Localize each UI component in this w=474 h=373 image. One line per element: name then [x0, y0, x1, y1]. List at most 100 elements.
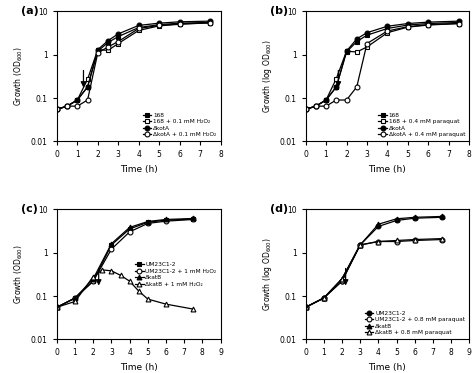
168 + 0.1 mM H₂O₂	[95, 47, 100, 52]
UM23C1-2 + 1 mM H₂O₂	[54, 305, 60, 310]
UM23C1-2 + 0.8 mM paraquat	[394, 239, 400, 244]
168	[323, 98, 329, 102]
ΔkotA + 0.4 mM paraquat	[364, 41, 370, 46]
168 + 0.4 mM paraquat	[426, 23, 431, 27]
Y-axis label: Growth (log OD$_{600}$): Growth (log OD$_{600}$)	[261, 39, 274, 113]
ΔkatB	[339, 276, 345, 281]
ΔkotA + 0.4 mM paraquat	[456, 21, 462, 26]
ΔkotA	[115, 32, 121, 36]
168	[303, 107, 309, 112]
UM23C1-2 + 1 mM H₂O₂	[145, 221, 151, 226]
UM23C1-2 + 1 mM H₂O₂	[191, 217, 196, 222]
168 + 0.4 mM paraquat	[313, 104, 319, 109]
ΔkatB	[54, 305, 60, 310]
168	[333, 85, 339, 89]
168	[426, 21, 431, 26]
168 + 0.1 mM H₂O₂	[177, 22, 182, 26]
Line: ΔkatB: ΔkatB	[55, 216, 196, 310]
168 + 0.4 mM paraquat	[344, 49, 349, 53]
ΔkatB	[394, 217, 400, 221]
ΔkatB	[303, 305, 309, 310]
168	[384, 26, 390, 31]
ΔkotA + 0.1 mM H₂O₂	[177, 22, 182, 26]
UM23C1-2	[412, 216, 418, 220]
ΔkotA	[85, 85, 91, 89]
UM23C1-2 + 1 mM H₂O₂	[91, 279, 96, 283]
ΔkotA	[333, 85, 339, 89]
ΔkotA + 0.1 mM H₂O₂	[64, 104, 70, 109]
168	[456, 20, 462, 25]
ΔkotA	[177, 19, 182, 24]
168 + 0.1 mM H₂O₂	[156, 23, 162, 28]
168 + 0.1 mM H₂O₂	[136, 28, 142, 33]
ΔkatB + 1 mM H₂O₂	[118, 273, 123, 278]
ΔkotA	[354, 37, 360, 41]
Text: (c): (c)	[21, 204, 38, 214]
ΔkatB + 0.8 mM paraquat	[412, 237, 418, 242]
168 + 0.4 mM paraquat	[303, 107, 309, 112]
168	[74, 98, 80, 102]
Line: UM23C1-2: UM23C1-2	[303, 215, 445, 310]
ΔkotA + 0.4 mM paraquat	[323, 104, 329, 109]
ΔkatB + 1 mM H₂O₂	[72, 299, 78, 304]
ΔkotA	[426, 20, 431, 24]
ΔkatB	[145, 219, 151, 224]
UM23C1-2	[339, 279, 345, 283]
Line: 168: 168	[303, 20, 462, 112]
168	[54, 107, 60, 112]
ΔkotA	[64, 104, 70, 109]
ΔkatB + 1 mM H₂O₂	[91, 275, 96, 279]
ΔkotA	[105, 38, 111, 43]
ΔkotA	[456, 19, 462, 23]
ΔkatB + 1 mM H₂O₂	[163, 302, 169, 306]
168	[364, 33, 370, 37]
ΔkatB + 0.8 mM paraquat	[394, 238, 400, 243]
ΔkatB	[91, 276, 96, 281]
UM23C1-2	[127, 227, 132, 231]
ΔkatB	[109, 241, 114, 246]
UM23C1-2	[109, 243, 114, 247]
Line: 168 + 0.4 mM paraquat: 168 + 0.4 mM paraquat	[303, 21, 462, 112]
ΔkotA + 0.4 mM paraquat	[354, 85, 360, 89]
ΔkotA + 0.1 mM H₂O₂	[136, 26, 142, 31]
Line: ΔkotA: ΔkotA	[55, 19, 213, 112]
Line: UM23C1-2 + 0.8 mM paraquat: UM23C1-2 + 0.8 mM paraquat	[303, 237, 445, 310]
ΔkotA + 0.4 mM paraquat	[333, 98, 339, 102]
ΔkatB	[191, 216, 196, 221]
168	[313, 104, 319, 109]
168 + 0.1 mM H₂O₂	[74, 98, 80, 102]
Line: UM23C1-2 + 1 mM H₂O₂: UM23C1-2 + 1 mM H₂O₂	[55, 217, 196, 310]
UM23C1-2 + 0.8 mM paraquat	[321, 296, 327, 300]
Line: ΔkotA + 0.1 mM H₂O₂: ΔkotA + 0.1 mM H₂O₂	[55, 21, 213, 112]
ΔkotA	[156, 21, 162, 25]
ΔkotA	[384, 24, 390, 28]
168 + 0.1 mM H₂O₂	[105, 48, 111, 53]
X-axis label: Time (h): Time (h)	[369, 363, 406, 372]
168 + 0.1 mM H₂O₂	[115, 41, 121, 46]
ΔkatB	[412, 215, 418, 220]
Line: ΔkotA + 0.4 mM paraquat: ΔkotA + 0.4 mM paraquat	[303, 21, 462, 112]
ΔkatB	[163, 217, 169, 222]
UM23C1-2 + 1 mM H₂O₂	[163, 219, 169, 223]
ΔkotA	[95, 47, 100, 52]
168	[95, 49, 100, 53]
168 + 0.4 mM paraquat	[384, 31, 390, 35]
ΔkotA + 0.1 mM H₂O₂	[74, 104, 80, 109]
Y-axis label: Growth (log OD$_{600}$): Growth (log OD$_{600}$)	[261, 237, 274, 311]
Text: (b): (b)	[270, 6, 288, 16]
168 + 0.4 mM paraquat	[364, 45, 370, 49]
ΔkotA	[344, 49, 349, 53]
168 + 0.4 mM paraquat	[405, 25, 411, 29]
Legend: UM23C1-2, UM23C1-2 + 1 mM H₂O₂, ΔkatB, ΔkatB + 1 mM H₂O₂: UM23C1-2, UM23C1-2 + 1 mM H₂O₂, ΔkatB, Δ…	[134, 261, 218, 288]
Line: 168 + 0.1 mM H₂O₂: 168 + 0.1 mM H₂O₂	[55, 21, 213, 112]
Line: UM23C1-2: UM23C1-2	[55, 217, 196, 310]
168	[105, 40, 111, 45]
ΔkotA	[74, 98, 80, 102]
UM23C1-2	[72, 296, 78, 300]
ΔkotA + 0.4 mM paraquat	[303, 107, 309, 112]
ΔkotA + 0.1 mM H₂O₂	[115, 39, 121, 44]
UM23C1-2	[321, 296, 327, 300]
UM23C1-2	[191, 217, 196, 221]
168	[136, 25, 142, 30]
UM23C1-2 + 1 mM H₂O₂	[72, 296, 78, 300]
